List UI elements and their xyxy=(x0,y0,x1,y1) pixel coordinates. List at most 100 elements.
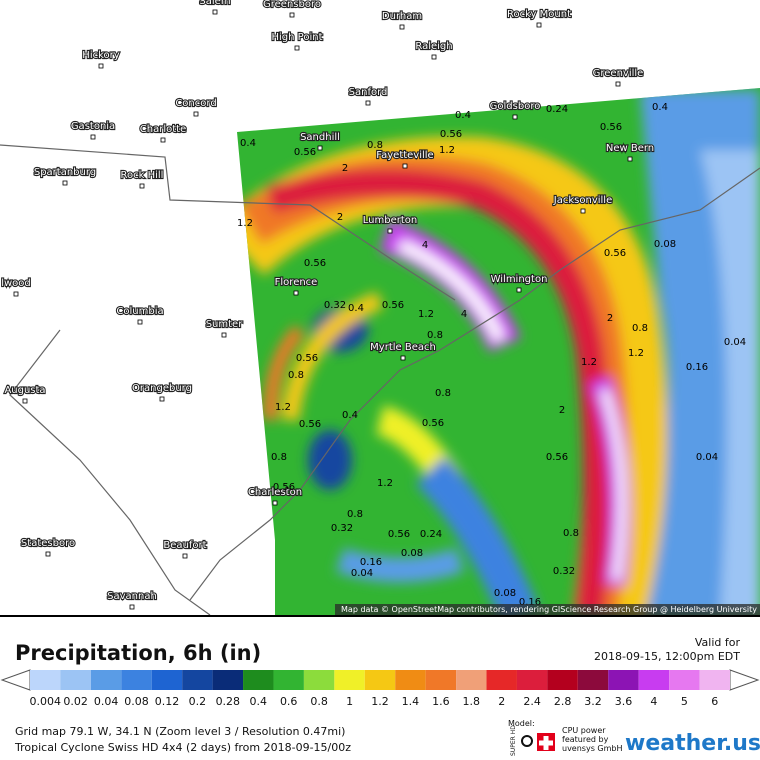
contour-label: 0.32 xyxy=(324,300,346,311)
contour-label: 0.04 xyxy=(696,452,718,463)
city-dot xyxy=(365,100,371,106)
title: Precipitation, 6h (in) xyxy=(15,641,261,665)
brand[interactable]: weather.us xyxy=(625,731,760,756)
legend-label: 3.6 xyxy=(615,695,633,708)
legend-arrow-left xyxy=(0,669,31,691)
contour-label: 0.4 xyxy=(348,303,364,314)
boundaries xyxy=(0,144,760,616)
city-dot xyxy=(45,551,51,557)
city-label: Sandhill xyxy=(300,132,340,143)
city-label: Goldsboro xyxy=(490,101,541,112)
city-dot xyxy=(516,287,522,293)
city-label: Sanford xyxy=(349,87,388,98)
city-label: Hickory xyxy=(82,50,119,61)
contour-label: 1.2 xyxy=(628,348,644,359)
contour-label: 4 xyxy=(422,240,428,251)
city-dot xyxy=(293,290,299,296)
model-icon xyxy=(521,735,533,747)
contour-label: 0.56 xyxy=(546,452,568,463)
city-dot xyxy=(400,355,406,361)
legend-swatch xyxy=(60,670,91,690)
attribution: Map data © OpenStreetMap contributors, r… xyxy=(341,605,757,614)
city-dot xyxy=(431,54,437,60)
legend-label: 0.04 xyxy=(94,695,119,708)
contour-label: 2 xyxy=(607,313,613,324)
legend-label: 0.08 xyxy=(124,695,149,708)
legend-label: 1.2 xyxy=(371,695,389,708)
city-dot xyxy=(13,291,19,297)
legend-swatch xyxy=(303,670,335,690)
contour-label: 0.8 xyxy=(435,388,451,399)
contour-label: 1.2 xyxy=(377,478,393,489)
city-label: Wilmington xyxy=(491,274,548,285)
city-label: Beaufort xyxy=(163,540,206,551)
city-dot xyxy=(159,396,165,402)
contour-label: 0.24 xyxy=(546,104,568,115)
legend-label: 0.6 xyxy=(280,695,298,708)
city-dot xyxy=(627,156,633,162)
legend-swatch xyxy=(486,670,517,690)
contour-label: 0.4 xyxy=(652,102,668,113)
legend-label: 2.8 xyxy=(554,695,572,708)
valid-label: Valid for xyxy=(695,636,741,649)
contour-label: 0.32 xyxy=(553,566,575,577)
city-dot xyxy=(272,500,278,506)
contour-label: 0.56 xyxy=(299,419,321,430)
city-label: Jacksonville xyxy=(553,195,612,206)
contour-label: 2 xyxy=(342,163,348,174)
contour-label: 0.08 xyxy=(494,588,516,599)
legend-label: 0.28 xyxy=(216,695,241,708)
precip-field xyxy=(237,88,760,615)
legend-swatch xyxy=(547,670,578,690)
contour-label: 4 xyxy=(461,309,467,320)
city-dot xyxy=(294,45,300,51)
contour-label: 0.32 xyxy=(331,523,353,534)
legend-swatch xyxy=(364,670,396,690)
contour-label: 0.16 xyxy=(360,557,382,568)
city-label: Sumter xyxy=(206,319,244,330)
contour-label: 0.56 xyxy=(294,147,316,158)
city-dot xyxy=(212,9,218,15)
legend-label: 0.02 xyxy=(63,695,88,708)
contour-label: 0.04 xyxy=(351,568,373,579)
legend-label: 1.8 xyxy=(463,695,481,708)
legend-swatch xyxy=(699,670,730,690)
legend-swatch xyxy=(516,670,548,690)
city-label: New Bern xyxy=(606,143,654,154)
contour-label: 0.24 xyxy=(420,529,442,540)
city-dot xyxy=(387,228,393,234)
city-dot xyxy=(137,319,143,325)
legend-swatch xyxy=(456,670,487,690)
legend-label: 0.004 xyxy=(29,695,61,708)
legend-swatch xyxy=(243,670,274,690)
city-label: Rocky Mount xyxy=(507,9,571,20)
contour-label: 1.2 xyxy=(439,145,455,156)
city-dot xyxy=(129,604,135,610)
city-dot xyxy=(90,134,96,140)
legend-label: 1.4 xyxy=(402,695,420,708)
legend-label: 0.12 xyxy=(155,695,180,708)
city-label: Greenville xyxy=(593,68,644,79)
contour-label: 1.2 xyxy=(275,402,291,413)
contour-label: 0.56 xyxy=(604,248,626,259)
legend-label: 0.4 xyxy=(250,695,268,708)
cpu-text: uvensys GmbH xyxy=(562,744,623,753)
swiss-cross xyxy=(539,736,553,750)
contour-label: 0.8 xyxy=(427,330,443,341)
contour-label: 1.2 xyxy=(237,218,253,229)
contour-label: 2 xyxy=(559,405,565,416)
model-label: Model: xyxy=(508,719,535,728)
legend-swatch xyxy=(121,670,152,690)
legend-swatch xyxy=(182,670,213,690)
city-label: Lumberton xyxy=(363,215,417,226)
city-label: Concord xyxy=(175,98,216,109)
contour-label: 0.56 xyxy=(296,353,318,364)
contour-label: 0.4 xyxy=(240,138,256,149)
contour-label: 0.16 xyxy=(686,362,708,373)
legend-label: 0.8 xyxy=(310,695,328,708)
city-label: Greensboro xyxy=(263,0,321,10)
contour-label: 0.8 xyxy=(563,528,579,539)
city-dot xyxy=(289,12,295,18)
contour-label: 0.8 xyxy=(288,370,304,381)
